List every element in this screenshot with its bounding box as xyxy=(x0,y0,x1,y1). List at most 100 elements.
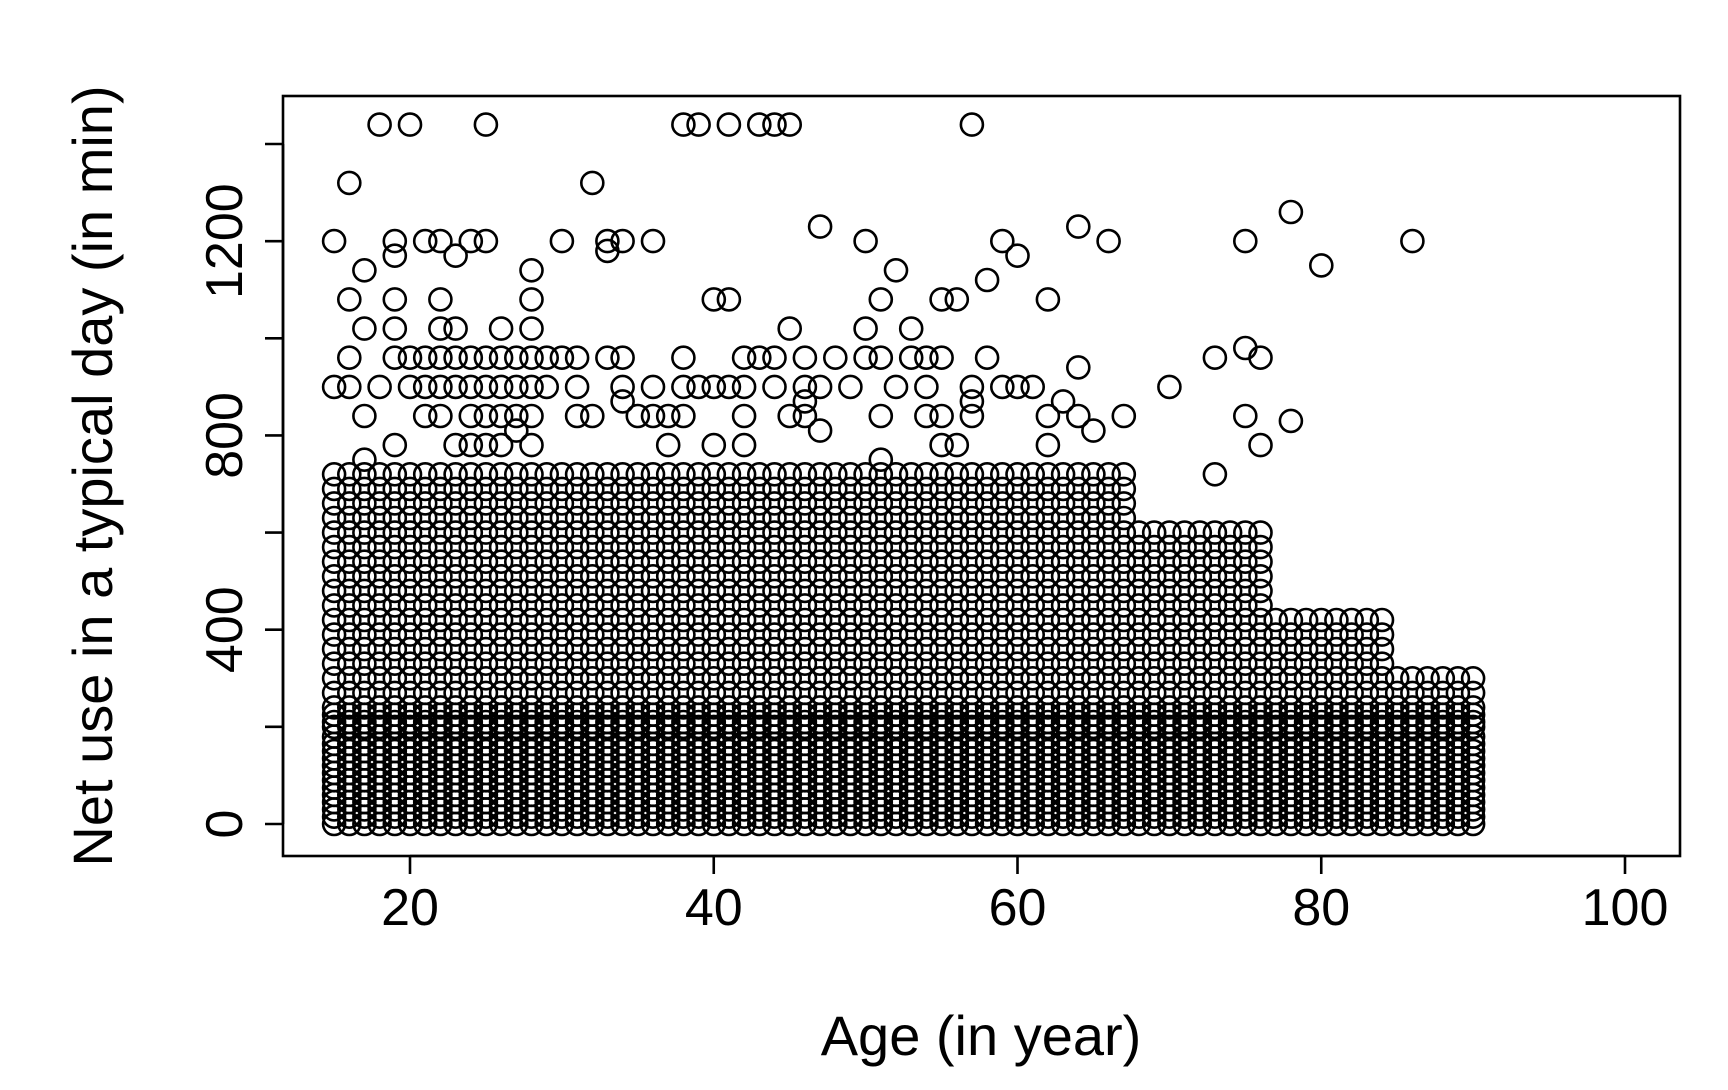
data-point xyxy=(397,374,423,400)
data-point xyxy=(731,709,757,735)
data-point xyxy=(382,287,408,312)
data-point xyxy=(974,651,1000,677)
data-point xyxy=(610,491,635,516)
data-point xyxy=(838,461,863,487)
data-point xyxy=(412,549,438,575)
data-point xyxy=(458,403,484,429)
data-point xyxy=(640,491,666,516)
data-point xyxy=(807,593,833,618)
data-point xyxy=(777,651,803,677)
data-point xyxy=(944,578,970,604)
data-point xyxy=(701,505,727,531)
data-point xyxy=(898,709,924,735)
data-point xyxy=(914,345,939,371)
data-point xyxy=(488,374,514,400)
data-point xyxy=(1111,476,1137,502)
data-point xyxy=(1020,607,1045,633)
data-point xyxy=(473,534,499,560)
data-point xyxy=(1020,680,1045,706)
data-point xyxy=(853,709,878,735)
data-point xyxy=(534,345,560,371)
data-point xyxy=(367,491,392,516)
data-point xyxy=(321,709,347,735)
data-point xyxy=(929,563,954,589)
data-point xyxy=(807,665,833,691)
data-point xyxy=(1157,622,1182,647)
data-point xyxy=(503,345,529,371)
data-point xyxy=(1066,578,1091,604)
data-point xyxy=(792,651,818,677)
data-point xyxy=(564,563,590,589)
data-point xyxy=(989,534,1015,560)
data-point xyxy=(1248,345,1273,371)
data-point xyxy=(1233,593,1258,618)
data-point xyxy=(595,665,620,691)
data-point xyxy=(716,476,742,502)
data-point xyxy=(929,549,954,575)
data-point xyxy=(1111,651,1137,677)
data-point xyxy=(1217,680,1243,706)
data-point xyxy=(443,593,468,618)
data-point xyxy=(1248,651,1273,677)
data-point xyxy=(731,665,757,691)
data-point xyxy=(807,680,833,706)
data-point xyxy=(838,607,863,633)
data-point xyxy=(1005,622,1030,647)
data-point xyxy=(473,491,499,516)
data-point xyxy=(519,709,544,735)
data-point xyxy=(1126,607,1152,633)
data-point xyxy=(762,593,787,618)
data-point xyxy=(974,578,1000,604)
data-point xyxy=(944,593,970,618)
data-point xyxy=(610,505,635,531)
data-point xyxy=(579,520,605,545)
data-point xyxy=(1005,461,1030,487)
data-point xyxy=(321,476,347,502)
data-point xyxy=(473,738,499,764)
data-point xyxy=(397,549,423,575)
data-point xyxy=(519,651,544,677)
data-point xyxy=(488,607,514,633)
data-point xyxy=(989,636,1015,662)
data-point xyxy=(1293,607,1319,633)
data-point xyxy=(1233,607,1258,633)
data-point xyxy=(944,491,970,516)
data-point xyxy=(1020,563,1045,589)
data-point xyxy=(1050,680,1076,706)
data-point xyxy=(1217,636,1243,662)
data-point xyxy=(382,563,408,589)
data-point xyxy=(1096,491,1121,516)
data-point xyxy=(1369,709,1395,735)
data-point xyxy=(1202,695,1228,720)
data-point xyxy=(1096,505,1121,531)
data-point xyxy=(352,316,377,341)
data-point xyxy=(914,491,939,516)
data-point xyxy=(564,374,590,400)
data-point xyxy=(1005,534,1030,560)
data-point xyxy=(731,505,757,531)
data-point xyxy=(655,476,681,502)
data-point xyxy=(883,695,909,720)
data-point xyxy=(777,622,803,647)
data-point xyxy=(534,680,560,706)
data-point xyxy=(792,461,818,487)
data-point xyxy=(792,520,818,545)
data-point xyxy=(929,491,954,516)
data-point xyxy=(382,476,408,502)
data-point xyxy=(367,476,392,502)
data-point xyxy=(1050,520,1076,545)
data-point xyxy=(625,665,651,691)
data-point xyxy=(1263,680,1288,706)
data-point xyxy=(853,680,878,706)
data-point xyxy=(564,738,590,764)
data-point xyxy=(352,593,377,618)
data-point xyxy=(1111,563,1137,589)
data-point xyxy=(1096,578,1121,604)
data-point xyxy=(838,505,863,531)
data-point xyxy=(959,374,985,400)
data-point xyxy=(412,607,438,633)
data-point xyxy=(807,651,833,677)
data-point xyxy=(352,636,377,662)
data-point xyxy=(443,578,468,604)
data-point xyxy=(853,563,878,589)
